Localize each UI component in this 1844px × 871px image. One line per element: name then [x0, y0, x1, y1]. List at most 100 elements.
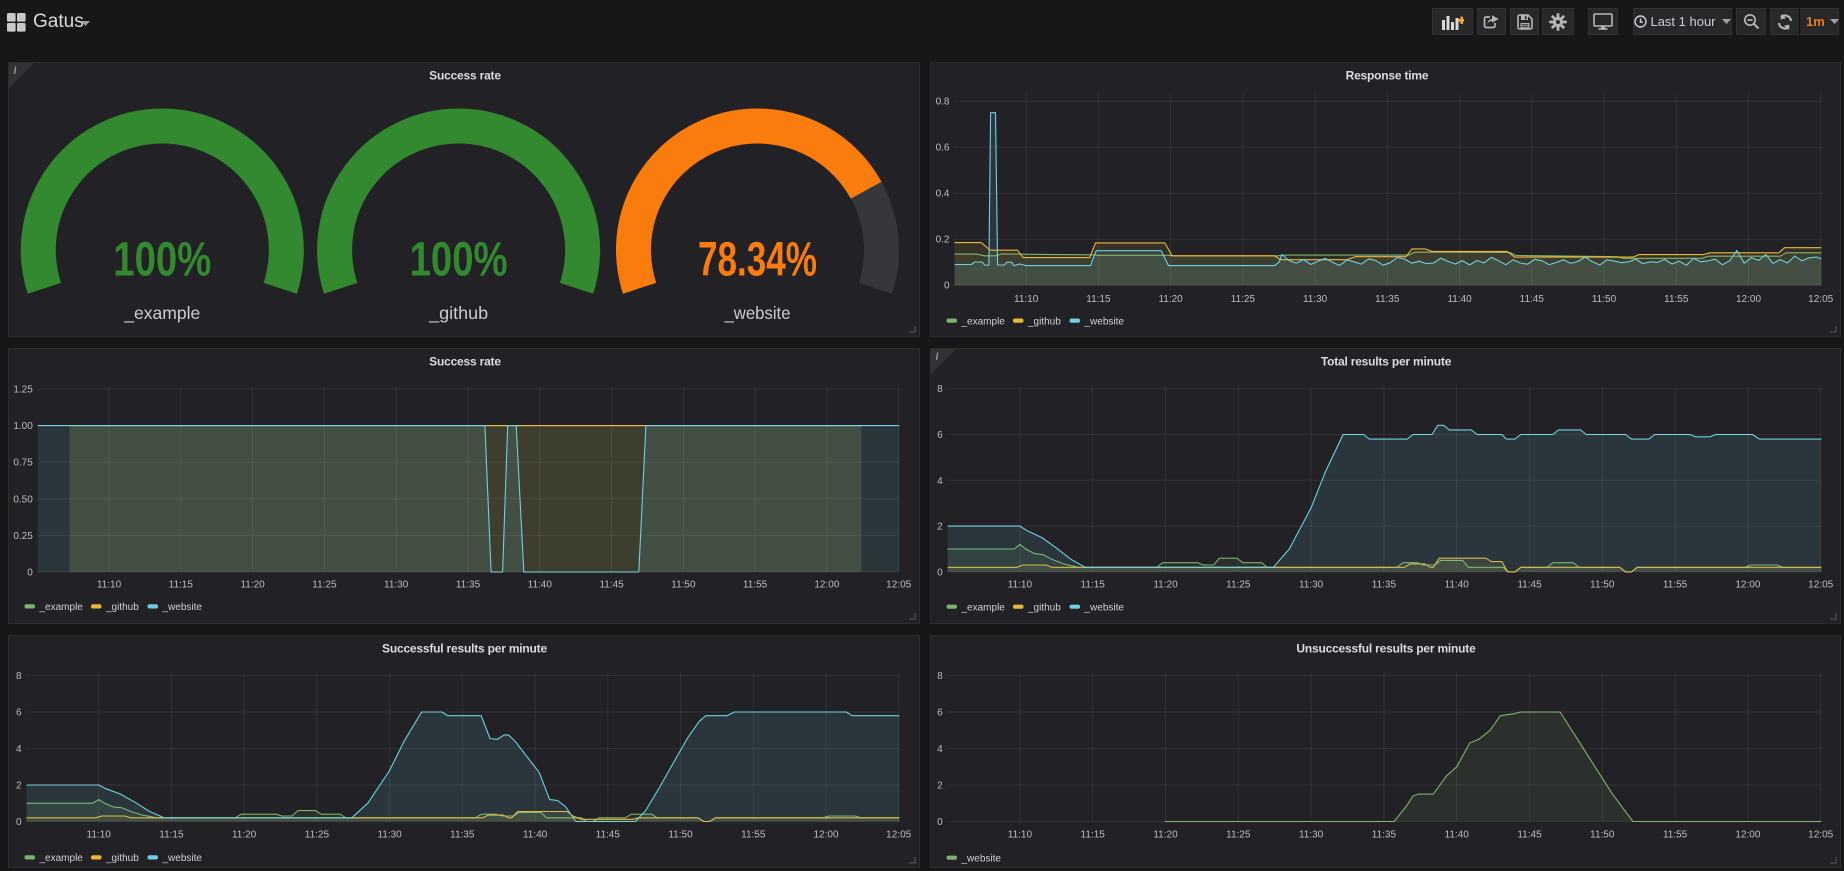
svg-text:11:45: 11:45 [1520, 294, 1545, 305]
svg-text:11:50: 11:50 [1590, 580, 1615, 591]
svg-text:11:30: 11:30 [384, 580, 409, 591]
svg-text:8: 8 [937, 671, 943, 682]
svg-text:11:15: 11:15 [1086, 294, 1111, 305]
svg-text:12:00: 12:00 [1735, 830, 1760, 841]
svg-text:_github: _github [1027, 602, 1061, 613]
svg-text:6: 6 [16, 708, 22, 719]
svg-text:11:15: 11:15 [169, 580, 194, 591]
svg-text:11:55: 11:55 [1663, 830, 1688, 841]
svg-text:12:05: 12:05 [1808, 294, 1833, 305]
svg-text:11:55: 11:55 [743, 580, 768, 591]
svg-text:_example: _example [961, 316, 1006, 327]
svg-text:Unsuccessful results per minut: Unsuccessful results per minute [1296, 642, 1476, 656]
svg-text:0.4: 0.4 [936, 189, 950, 200]
svg-text:11:25: 11:25 [1231, 294, 1256, 305]
svg-text:_github: _github [105, 853, 139, 864]
svg-text:11:45: 11:45 [1517, 580, 1542, 591]
svg-text:Successful results per minute: Successful results per minute [382, 642, 547, 656]
svg-text:11:30: 11:30 [1299, 830, 1324, 841]
svg-text:Success rate: Success rate [429, 69, 501, 83]
svg-text:0.25: 0.25 [13, 531, 33, 542]
svg-text:11:10: 11:10 [1008, 830, 1033, 841]
svg-text:_example: _example [123, 303, 200, 324]
svg-text:11:55: 11:55 [1664, 294, 1689, 305]
svg-text:11:45: 11:45 [1517, 830, 1542, 841]
svg-text:11:25: 11:25 [305, 830, 330, 841]
svg-text:11:40: 11:40 [528, 580, 553, 591]
svg-text:12:00: 12:00 [813, 830, 838, 841]
svg-text:100%: 100% [410, 234, 508, 287]
svg-text:12:05: 12:05 [886, 830, 911, 841]
svg-text:_website: _website [162, 853, 203, 864]
svg-text:_example: _example [39, 602, 84, 613]
svg-text:0: 0 [16, 817, 22, 828]
svg-text:_github: _github [1027, 316, 1061, 327]
svg-text:11:35: 11:35 [1372, 830, 1397, 841]
svg-text:0: 0 [27, 568, 33, 579]
svg-text:_website: _website [1084, 316, 1125, 327]
svg-text:11:35: 11:35 [450, 830, 475, 841]
svg-text:8: 8 [937, 384, 943, 395]
svg-text:Success rate: Success rate [429, 355, 501, 369]
svg-text:12:00: 12:00 [814, 580, 839, 591]
svg-text:11:45: 11:45 [599, 580, 624, 591]
svg-text:11:10: 11:10 [1008, 580, 1033, 591]
svg-text:4: 4 [937, 476, 943, 487]
svg-text:11:50: 11:50 [1592, 294, 1617, 305]
svg-text:11:35: 11:35 [456, 580, 481, 591]
svg-text:12:05: 12:05 [886, 580, 911, 591]
svg-text:4: 4 [937, 744, 943, 755]
svg-text:11:25: 11:25 [312, 580, 337, 591]
svg-text:11:50: 11:50 [668, 830, 693, 841]
svg-text:12:00: 12:00 [1736, 294, 1761, 305]
svg-text:11:25: 11:25 [1226, 830, 1251, 841]
svg-text:11:20: 11:20 [240, 580, 265, 591]
svg-text:12:05: 12:05 [1808, 580, 1833, 591]
svg-text:11:55: 11:55 [1663, 580, 1688, 591]
svg-text:78.34%: 78.34% [698, 234, 817, 287]
svg-text:11:30: 11:30 [1299, 580, 1324, 591]
svg-text:0.50: 0.50 [13, 494, 33, 505]
svg-text:11:55: 11:55 [741, 830, 766, 841]
svg-text:_example: _example [39, 853, 84, 864]
svg-text:0: 0 [937, 817, 943, 828]
svg-text:11:35: 11:35 [1372, 580, 1397, 591]
svg-text:100%: 100% [113, 234, 211, 287]
svg-text:_github: _github [105, 602, 139, 613]
svg-text:11:15: 11:15 [1081, 580, 1106, 591]
svg-text:1.00: 1.00 [13, 421, 33, 432]
svg-text:6: 6 [937, 430, 943, 441]
svg-text:i: i [935, 351, 938, 363]
svg-text:12:05: 12:05 [1808, 830, 1833, 841]
svg-text:1.25: 1.25 [13, 385, 33, 396]
svg-text:_website: _website [724, 303, 791, 324]
svg-text:2: 2 [16, 781, 22, 792]
svg-text:11:20: 11:20 [232, 830, 257, 841]
svg-text:11:10: 11:10 [87, 830, 112, 841]
svg-text:11:30: 11:30 [1303, 294, 1328, 305]
svg-text:0: 0 [944, 281, 950, 292]
svg-text:0.8: 0.8 [936, 97, 950, 108]
svg-text:11:35: 11:35 [1375, 294, 1400, 305]
svg-text:_website: _website [961, 853, 1002, 864]
svg-text:0.6: 0.6 [936, 143, 950, 154]
svg-text:11:20: 11:20 [1153, 580, 1178, 591]
svg-text:8: 8 [16, 671, 22, 682]
svg-text:11:40: 11:40 [523, 830, 548, 841]
svg-text:11:25: 11:25 [1226, 580, 1251, 591]
svg-text:11:15: 11:15 [159, 830, 184, 841]
svg-text:12:00: 12:00 [1735, 580, 1760, 591]
svg-text:4: 4 [16, 744, 22, 755]
svg-text:11:50: 11:50 [671, 580, 696, 591]
svg-text:_website: _website [1084, 602, 1125, 613]
svg-text:11:40: 11:40 [1447, 294, 1472, 305]
svg-text:Response time: Response time [1346, 69, 1429, 83]
svg-text:11:20: 11:20 [1158, 294, 1183, 305]
svg-text:11:40: 11:40 [1445, 830, 1470, 841]
svg-text:Total results per minute: Total results per minute [1321, 355, 1452, 369]
svg-text:11:15: 11:15 [1081, 830, 1106, 841]
svg-text:11:30: 11:30 [377, 830, 402, 841]
svg-text:2: 2 [937, 781, 943, 792]
svg-text:_github: _github [428, 303, 488, 324]
svg-text:0.2: 0.2 [936, 235, 950, 246]
